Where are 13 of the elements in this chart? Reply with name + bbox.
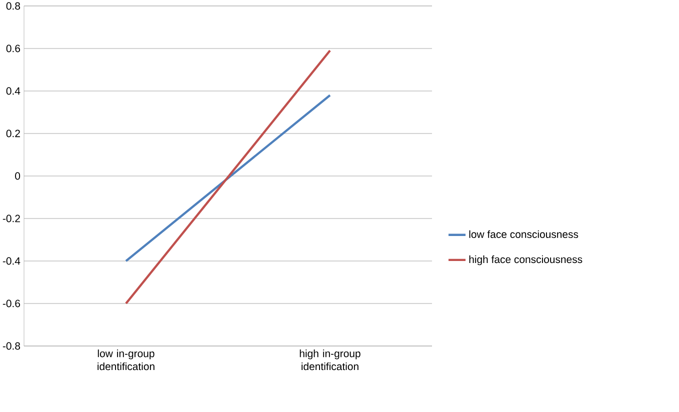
y-tick-label: 0.2 <box>6 130 20 138</box>
y-tick-label: -0.6 <box>2 300 20 308</box>
y-tick-label: -0.4 <box>2 257 20 265</box>
x-tick-label: high in-group identification <box>300 350 360 370</box>
legend-label: low face consciousness <box>469 230 578 238</box>
y-tick-label: -0.8 <box>2 342 20 350</box>
y-tick-label: 0 <box>15 172 20 180</box>
y-tick-label: -0.2 <box>2 214 20 222</box>
y-tick-label: 0.6 <box>6 44 20 52</box>
x-tick-label: low in-group identification <box>98 350 154 370</box>
legend-label: high face consciousness <box>469 255 582 266</box>
y-tick-label: 0.4 <box>6 87 20 95</box>
y-tick-label: 0.8 <box>6 2 20 10</box>
